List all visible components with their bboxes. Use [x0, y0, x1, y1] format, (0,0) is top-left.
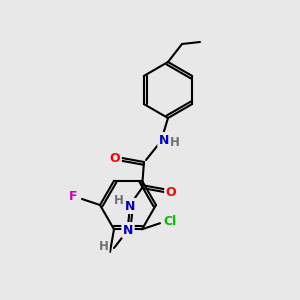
Text: H: H — [99, 239, 109, 253]
Text: H: H — [114, 194, 124, 206]
Text: O: O — [110, 152, 120, 164]
Text: F: F — [69, 190, 77, 203]
Text: O: O — [166, 185, 176, 199]
Text: Cl: Cl — [164, 215, 177, 228]
Text: N: N — [123, 224, 133, 236]
Text: N: N — [159, 134, 169, 146]
Text: N: N — [125, 200, 135, 212]
Text: H: H — [170, 136, 180, 149]
